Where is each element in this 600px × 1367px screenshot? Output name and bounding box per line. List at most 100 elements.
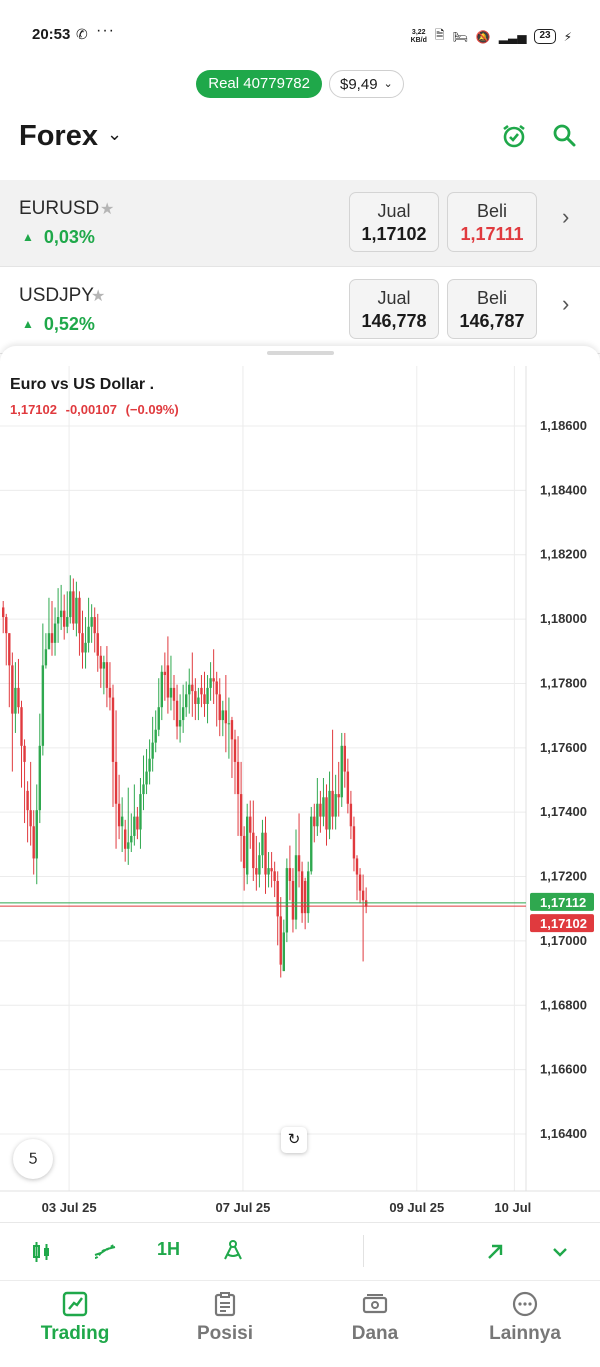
candle-body xyxy=(142,784,145,795)
candle-body xyxy=(17,687,20,708)
balance-dropdown[interactable]: $9,49 ⌄ xyxy=(329,70,404,98)
bid-price-tag xyxy=(530,914,594,933)
chart-price-summary: 1,17102 -0,00107 (−0.09%) xyxy=(10,402,184,417)
candle-body xyxy=(139,794,142,830)
indicator-icon[interactable] xyxy=(93,1241,117,1263)
candle-body xyxy=(78,597,81,634)
candle-body xyxy=(157,707,160,730)
candle-body xyxy=(239,794,243,836)
toolbar-divider xyxy=(363,1235,364,1267)
candle-body xyxy=(166,665,170,698)
y-tick-label: 1,18600 xyxy=(540,418,587,433)
y-tick-label: 1,18000 xyxy=(540,611,587,626)
candle-body xyxy=(279,916,282,965)
candle-body xyxy=(172,687,176,701)
nav-label: Posisi xyxy=(197,1323,253,1344)
candle-body xyxy=(255,868,258,875)
sell-button[interactable]: Jual 146,778 xyxy=(349,279,439,339)
chevron-down-icon[interactable] xyxy=(551,1244,569,1260)
candle-body xyxy=(108,687,112,698)
ask-price-label: 1,17112 xyxy=(540,895,586,910)
star-icon[interactable]: ★ xyxy=(91,288,106,305)
sheet-drag-handle[interactable] xyxy=(267,351,334,355)
candle-body xyxy=(328,790,331,830)
page-title[interactable]: Forex xyxy=(19,120,98,152)
status-bar: 20:53 ✆ ··· 3,22 KB/d 🗎 🛏 🔕 ▂▃▅ 23 ⚡ xyxy=(0,0,600,70)
y-tick-label: 1,18400 xyxy=(540,482,587,497)
sell-label: Jual xyxy=(377,288,411,308)
sell-button[interactable]: Jual 1,17102 xyxy=(349,192,439,252)
candle-body xyxy=(53,623,57,643)
candle-body xyxy=(102,662,106,669)
x-tick-label: 07 Jul 25 xyxy=(215,1200,270,1215)
bottom-nav: Trading Posisi Dana Lainnya xyxy=(0,1280,600,1367)
candle-body xyxy=(124,829,127,849)
instrument-symbol: USDJPY xyxy=(19,285,94,306)
candle-body xyxy=(44,649,48,666)
buy-button[interactable]: Beli 146,787 xyxy=(447,279,537,339)
candle-body xyxy=(358,874,362,891)
tradingview-logo-icon[interactable]: 𝟻 xyxy=(13,1139,53,1179)
buy-button[interactable]: Beli 1,17111 xyxy=(447,192,537,252)
candle-body xyxy=(236,761,240,795)
candle-body xyxy=(130,835,133,843)
candle-body xyxy=(163,671,167,676)
more-icon xyxy=(512,1291,538,1317)
candle-body xyxy=(194,691,197,704)
nav-item-posisi[interactable]: Posisi xyxy=(150,1291,300,1345)
candle-body xyxy=(325,797,328,830)
drawing-tools-icon[interactable] xyxy=(222,1239,244,1263)
candle-body xyxy=(334,794,337,817)
chevron-right-icon[interactable]: › xyxy=(562,291,570,316)
buy-label: Beli xyxy=(476,288,507,308)
candle-body xyxy=(319,803,322,817)
candle-body xyxy=(282,932,285,972)
candle-body xyxy=(148,758,151,772)
candle-body xyxy=(270,868,273,872)
timeframe-button[interactable]: 1H xyxy=(157,1239,181,1259)
candle-body xyxy=(75,597,78,624)
reset-chart-icon[interactable]: ↻ xyxy=(281,1127,307,1153)
star-icon[interactable]: ★ xyxy=(100,201,115,218)
mute-icon: 🔕 xyxy=(475,29,491,44)
instrument-row-eurusd[interactable]: EURUSD ★ ▲ 0,03% Jual 1,17102 Beli 1,1711… xyxy=(0,180,600,267)
nav-label: Trading xyxy=(40,1323,110,1344)
y-tick-label: 1,17000 xyxy=(540,933,587,948)
candle-body xyxy=(111,697,115,762)
y-tick-label: 1,17800 xyxy=(540,675,587,690)
account-row: Real 40779782 $9,49 ⌄ xyxy=(0,70,600,100)
chevron-right-icon[interactable]: › xyxy=(562,204,570,229)
candle-body xyxy=(90,617,93,627)
candle-body xyxy=(221,710,224,721)
candle-body xyxy=(32,826,35,859)
nav-item-dana[interactable]: Dana xyxy=(300,1291,450,1345)
candle-body xyxy=(264,832,267,875)
candle-body xyxy=(361,890,365,901)
candle-body xyxy=(246,816,249,875)
candle-body xyxy=(72,591,75,624)
candlestick-icon[interactable] xyxy=(31,1241,53,1263)
expand-arrow-icon[interactable] xyxy=(485,1242,505,1262)
chart-change: -0,00107 xyxy=(65,402,117,417)
candle-body xyxy=(337,794,340,798)
nav-item-lainnya[interactable]: Lainnya xyxy=(450,1291,600,1345)
candle-body xyxy=(233,739,237,762)
instrument-change: ▲ 0,03% xyxy=(22,227,95,248)
chevron-down-icon[interactable]: ⌄ xyxy=(107,124,123,144)
search-icon[interactable] xyxy=(551,122,579,150)
price-chart[interactable]: 1,18600 1,18400 1,18200 1,18000 1,17800 1,176… xyxy=(0,346,600,1222)
chart-line-icon xyxy=(62,1291,88,1317)
candle-body xyxy=(47,633,51,650)
account-badge[interactable]: Real 40779782 xyxy=(196,70,322,98)
nav-label: Lainnya xyxy=(489,1323,561,1344)
candle-body xyxy=(349,803,353,827)
charging-icon: ⚡ xyxy=(563,29,572,44)
alarm-icon[interactable] xyxy=(500,122,528,150)
status-icons: 3,22 KB/d 🗎 🛏 🔕 ▂▃▅ 23 ⚡ xyxy=(411,26,572,47)
instrument-row-usdjpy[interactable]: USDJPY ★ ▲ 0,52% Jual 146,778 Beli 146,78… xyxy=(0,267,600,354)
chart-change-pct: (−0.09%) xyxy=(125,402,179,417)
header: Forex ⌄ xyxy=(0,110,600,166)
candle-body xyxy=(273,871,276,881)
nav-item-trading[interactable]: Trading xyxy=(0,1291,150,1345)
y-tick-label: 1,16800 xyxy=(540,997,587,1012)
